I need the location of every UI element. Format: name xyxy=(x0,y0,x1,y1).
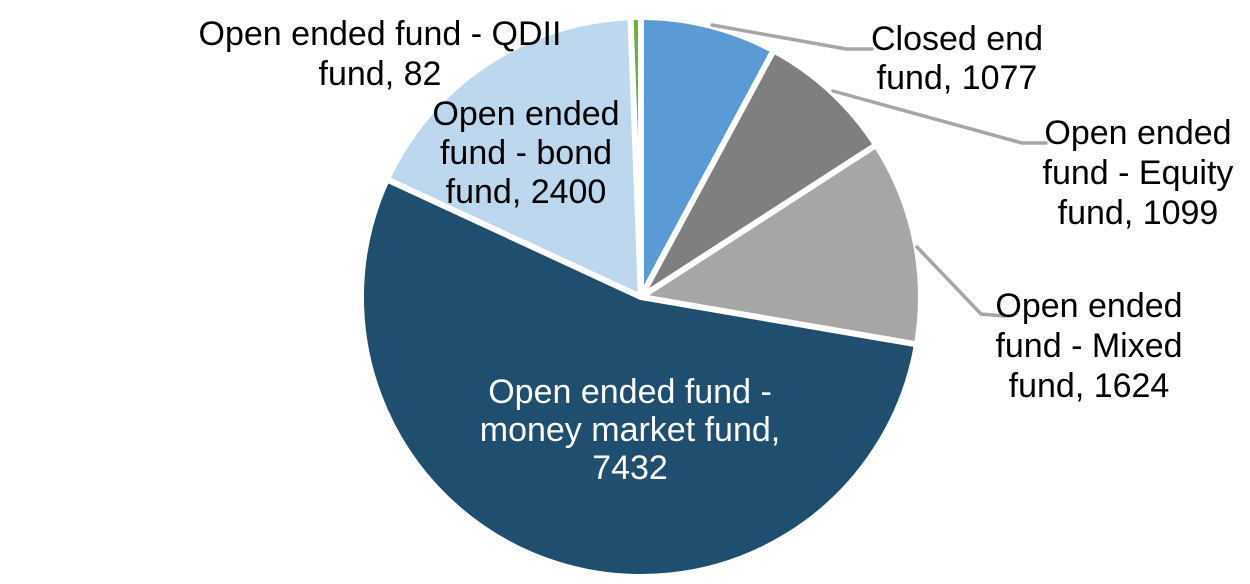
data-label-line: fund, 82 xyxy=(319,55,442,93)
pie-slice-open-ended-equity-fund[interactable] xyxy=(638,47,880,300)
data-label-open-ended-qdii-fund: Open ended fund - QDII fund, 82 xyxy=(199,15,562,93)
leader-line-open-ended-equity-fund xyxy=(831,89,1048,145)
data-label-line: money market fund, xyxy=(480,411,780,449)
pie-slice-open-ended-mixed-fund[interactable] xyxy=(638,142,924,348)
data-label-line: fund, 1077 xyxy=(877,59,1038,97)
data-label-line: Open ended fund - xyxy=(488,373,772,411)
data-label-line: Open ended xyxy=(432,95,619,133)
leader-line-closed-end-fund xyxy=(710,23,874,51)
data-label-line: fund - bond xyxy=(440,134,612,172)
data-label-open-ended-equity-fund: Open ended fund - Equity fund, 1099 xyxy=(1043,114,1234,232)
data-label-open-ended-mixed-fund: Open ended fund - Mixed fund, 1624 xyxy=(995,287,1182,405)
pie-slice-closed-end-fund[interactable] xyxy=(638,14,777,300)
data-label-open-ended-money-market-fund: Open ended fund -money market fund, 7432 xyxy=(480,373,780,487)
data-label-line: Open ended xyxy=(995,287,1182,325)
data-label-line: fund, 1624 xyxy=(1009,367,1170,405)
data-label-open-ended-bond-fund: Open ended fund - bond fund, 2400 xyxy=(432,95,619,211)
pie-slice-open-ended-bond-fund[interactable] xyxy=(383,14,644,300)
data-label-line: Open ended xyxy=(1044,114,1231,152)
pie-slice-open-ended-qdii-fund[interactable] xyxy=(627,14,644,300)
data-label-line: fund, 1099 xyxy=(1058,194,1219,232)
leader-line-open-ended-mixed-fund xyxy=(915,245,1006,318)
data-label-line: 7432 xyxy=(592,449,668,487)
data-label-line: Open ended fund - QDII xyxy=(199,15,562,53)
data-label-line: Closed end xyxy=(871,20,1043,58)
pie-slice-open-ended-money-market-fund[interactable] xyxy=(358,176,920,580)
data-label-line: fund - Equity xyxy=(1043,154,1234,192)
data-label-line: fund, 2400 xyxy=(446,173,607,211)
data-label-closed-end-fund: Closed end fund, 1077 xyxy=(871,20,1043,97)
data-label-line: fund - Mixed xyxy=(995,327,1182,365)
